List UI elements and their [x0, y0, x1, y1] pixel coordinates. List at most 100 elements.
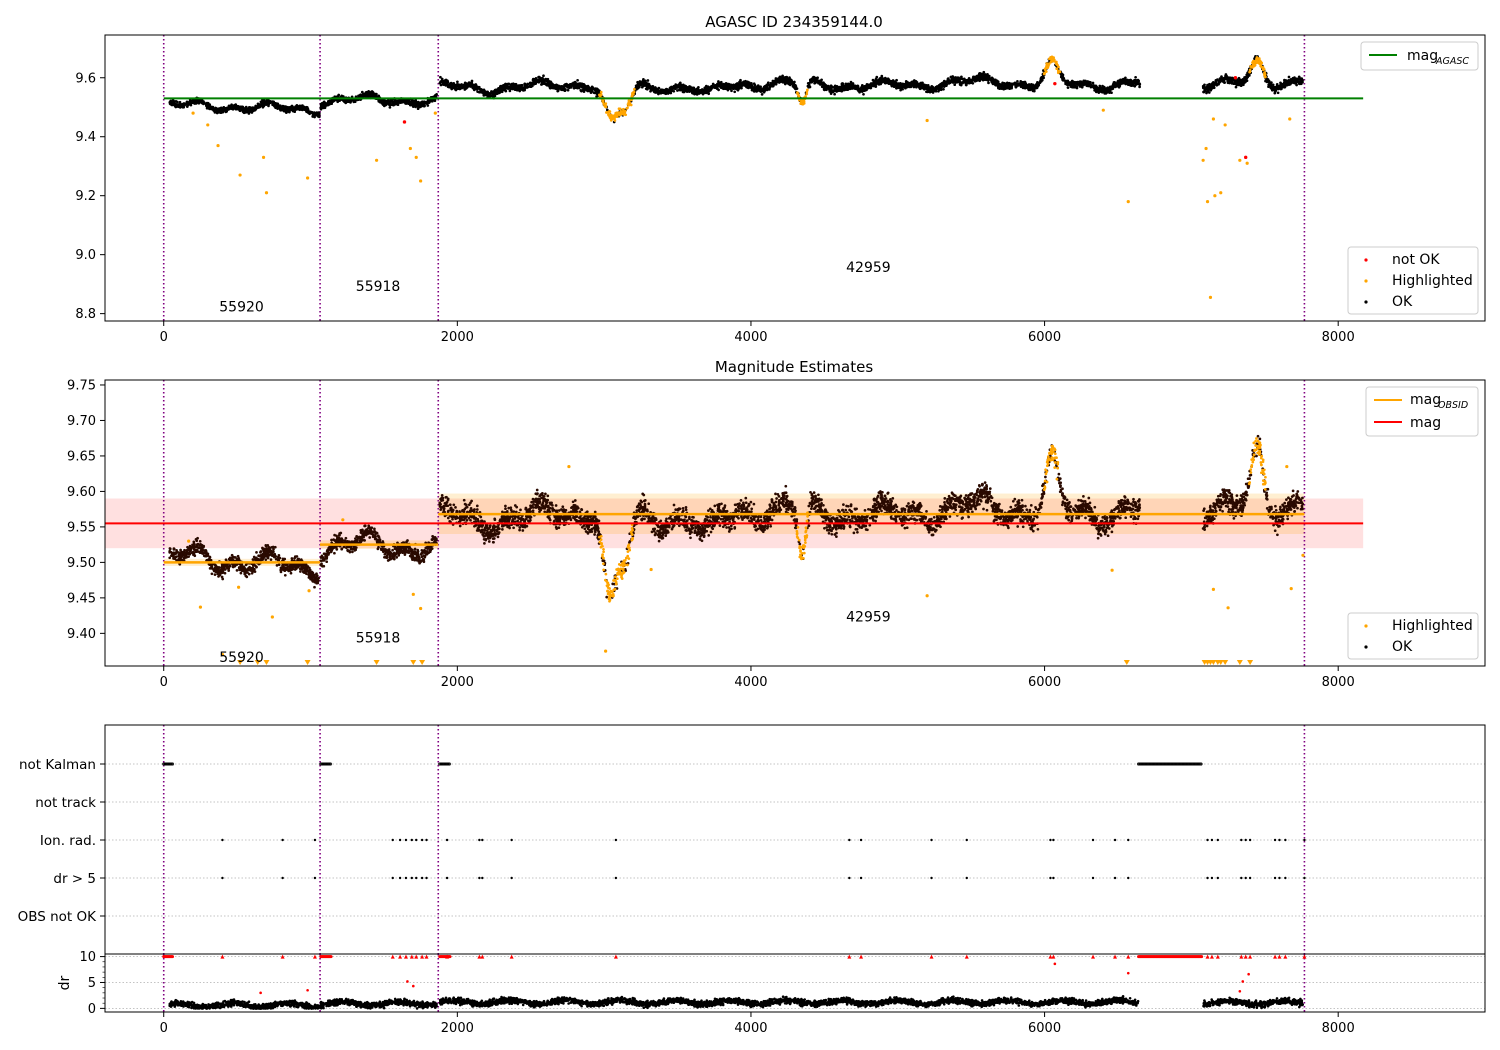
ok-point — [810, 79, 814, 83]
ok-point — [649, 86, 653, 89]
ok-point — [202, 100, 205, 103]
ok-point — [1098, 85, 1102, 89]
ok-point — [874, 82, 878, 86]
ok-point — [732, 84, 736, 88]
ok-point — [401, 100, 405, 103]
ok-point — [495, 92, 498, 96]
ok-point — [467, 81, 471, 84]
ok-point — [482, 88, 486, 92]
ok-point — [847, 86, 850, 90]
ok-point — [566, 88, 570, 92]
ok-point — [960, 75, 963, 79]
ok-point — [1242, 83, 1245, 87]
ok-point — [909, 82, 912, 86]
ok-point — [987, 81, 990, 85]
ok-point — [709, 85, 712, 89]
highlighted-point — [599, 90, 603, 94]
ok-point — [548, 86, 552, 90]
ok-point — [268, 101, 272, 105]
ok-point — [941, 82, 945, 86]
ok-point — [894, 83, 897, 87]
ok-point — [1004, 83, 1008, 86]
ok-point — [682, 88, 686, 91]
ok-point — [919, 81, 923, 85]
ok-point — [875, 75, 879, 79]
ok-point — [206, 106, 210, 109]
ok-point — [840, 82, 844, 86]
ok-point — [433, 99, 437, 103]
ok-point — [426, 104, 430, 107]
ok-point — [1131, 81, 1135, 84]
ok-point — [178, 100, 182, 104]
ok-point — [1128, 81, 1131, 84]
ok-point — [785, 76, 788, 80]
ok-point — [880, 77, 884, 81]
ok-point — [451, 82, 454, 86]
ok-point — [542, 78, 545, 82]
ok-point — [257, 106, 261, 109]
ok-point — [637, 83, 640, 87]
ok-point — [785, 80, 789, 84]
ok-point — [427, 101, 431, 105]
ok-point — [833, 92, 836, 96]
ok-point — [580, 85, 584, 89]
ok-point — [1124, 82, 1128, 85]
ok-point — [769, 81, 773, 85]
ok-point — [1117, 81, 1121, 84]
ok-point — [994, 79, 997, 83]
ok-point — [1208, 87, 1212, 91]
ok-point — [767, 83, 771, 87]
ok-point — [315, 112, 318, 115]
ok-point — [443, 79, 447, 83]
ok-point — [851, 82, 855, 85]
ok-point — [540, 82, 544, 86]
ok-point — [948, 80, 952, 83]
ok-point — [1064, 79, 1067, 83]
ok-point — [383, 101, 387, 105]
ok-point — [295, 107, 298, 111]
ok-point — [1030, 83, 1033, 87]
ok-point — [1228, 79, 1232, 83]
ok-point — [439, 83, 443, 87]
ok-point — [219, 111, 223, 115]
ok-point — [933, 87, 937, 90]
ok-point — [1279, 81, 1282, 85]
ok-point — [230, 106, 234, 109]
ok-point — [659, 91, 663, 95]
ok-point — [811, 77, 815, 80]
ok-point — [1075, 86, 1078, 90]
ok-point — [207, 103, 211, 107]
ok-point — [177, 104, 180, 107]
ok-point — [466, 84, 469, 87]
ok-point — [893, 80, 897, 83]
ok-point — [780, 80, 784, 83]
ok-point — [475, 87, 479, 91]
ok-point — [1297, 80, 1301, 84]
ok-point — [1138, 85, 1141, 89]
ok-point — [904, 80, 908, 83]
ok-point — [272, 104, 276, 107]
ok-point — [714, 84, 718, 88]
ok-point — [783, 82, 787, 86]
ok-point — [889, 79, 893, 83]
ok-point — [440, 77, 444, 81]
ok-point — [308, 110, 311, 114]
ok-point — [366, 93, 370, 96]
ok-point — [241, 108, 245, 112]
ok-point — [949, 75, 953, 79]
ok-point — [807, 83, 811, 87]
ok-point — [1110, 87, 1113, 90]
ok-point — [895, 83, 899, 87]
ok-point — [1217, 81, 1221, 84]
ok-point — [685, 87, 688, 91]
ok-point — [470, 82, 474, 86]
ok-point — [586, 89, 590, 93]
ok-point — [534, 82, 537, 86]
ok-point — [984, 73, 987, 76]
ok-point — [1038, 81, 1042, 85]
ok-point — [735, 82, 739, 86]
ok-point — [1004, 87, 1007, 90]
ok-point — [1213, 81, 1216, 85]
ok-point — [733, 90, 737, 94]
ok-point — [789, 81, 793, 85]
